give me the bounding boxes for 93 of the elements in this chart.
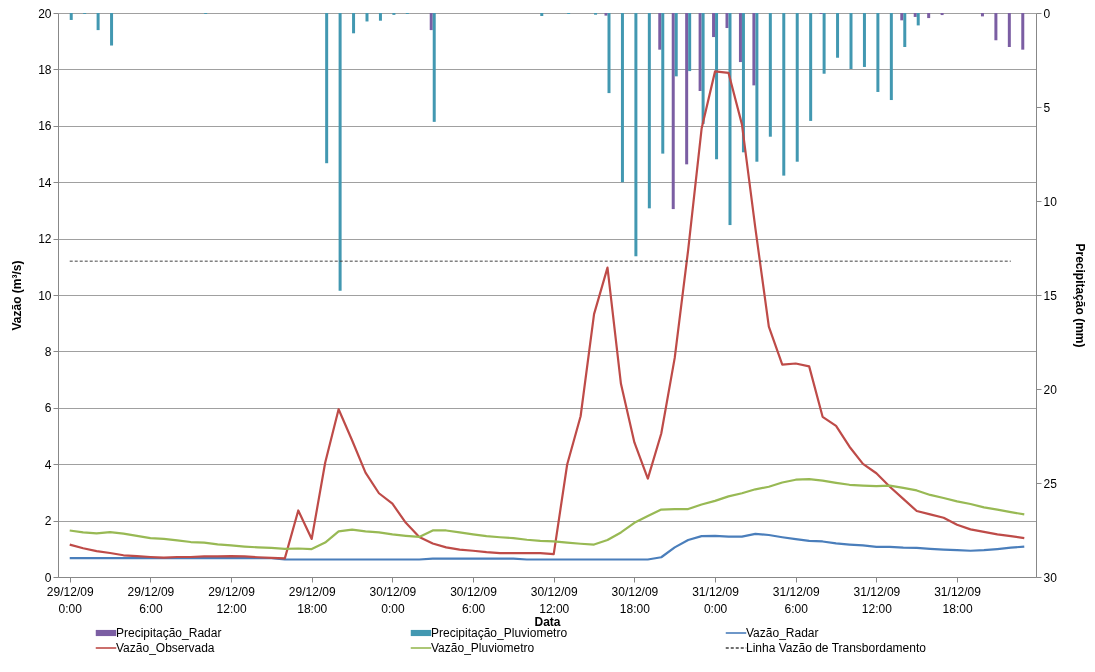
bar [96, 13, 100, 31]
bar [698, 13, 702, 92]
bar [712, 13, 716, 38]
bar [809, 13, 813, 121]
x-tick-label: 31/12/09 12:00 [853, 584, 901, 616]
bar [688, 13, 692, 72]
y-tick-label: 10 [38, 288, 52, 303]
bar [940, 13, 944, 16]
bar [994, 13, 998, 41]
bar [701, 13, 705, 124]
bar [728, 13, 732, 226]
bar [768, 13, 772, 137]
bar [604, 13, 608, 16]
x-tick-label: 30/12/09 18:00 [611, 584, 659, 616]
x-axis-title: Data [534, 614, 561, 629]
bar [378, 13, 382, 21]
bar [661, 13, 665, 154]
bar [540, 13, 544, 17]
x-tick-label: 31/12/09 18:00 [934, 584, 982, 616]
bar [110, 13, 114, 46]
bar [725, 13, 729, 29]
y-tick-label: 6 [44, 401, 52, 416]
line-series [68, 70, 1026, 560]
bar [876, 13, 880, 92]
bar [980, 13, 984, 17]
bar [338, 13, 342, 291]
y-tick-label: 16 [38, 119, 52, 134]
legend-label: Precipitação_Pluviometro [431, 626, 568, 640]
y2-tick-label: 20 [1043, 382, 1058, 397]
x-tick-label: 30/12/09 12:00 [530, 584, 578, 616]
legend-label: Linha Vazão de Transbordamento [746, 641, 927, 655]
y2-tick-label: 25 [1043, 476, 1058, 491]
bar [432, 13, 436, 122]
x-tick-label: 29/12/09 18:00 [288, 584, 336, 616]
y2-tick-label: 10 [1043, 194, 1058, 209]
y-tick-label: 14 [38, 175, 52, 190]
bar [916, 13, 920, 26]
y-tick-label: 12 [38, 232, 52, 247]
bar [738, 13, 742, 63]
x-tick-label: 29/12/09 0:00 [46, 584, 94, 616]
bar [889, 13, 893, 101]
bar [862, 13, 866, 67]
x-tick-label: 30/12/09 0:00 [369, 584, 417, 616]
y2-axis-title: Precipitação (mm) [1072, 243, 1087, 348]
y-tick-label: 20 [38, 6, 52, 21]
x-tick-label: 31/12/09 0:00 [692, 584, 740, 616]
line-series [68, 532, 1026, 561]
legend-label: Vazão_Observada [116, 641, 215, 655]
bar [900, 13, 904, 21]
legend-label: Precipitação_Radar [116, 626, 222, 640]
bar [1007, 13, 1011, 48]
y-axis-title: Vazão (m³/s) [10, 260, 25, 331]
bar [429, 13, 433, 31]
bar [607, 13, 611, 94]
bar [69, 13, 73, 20]
bar [822, 13, 826, 74]
bar [671, 13, 675, 210]
bar [658, 13, 662, 50]
bar [927, 13, 931, 19]
bar [903, 13, 907, 48]
bar [715, 13, 719, 160]
bar [1021, 13, 1025, 50]
x-tick-label: 29/12/09 12:00 [208, 584, 256, 616]
bar [325, 13, 329, 164]
bar [620, 13, 624, 183]
y2-tick-label: 30 [1043, 570, 1058, 585]
bar [913, 13, 917, 17]
bar [782, 13, 786, 176]
y-tick-label: 2 [44, 514, 52, 529]
y-tick-label: 0 [44, 570, 52, 585]
x-tick-label: 31/12/09 6:00 [772, 584, 820, 616]
legend-label: Vazão_Radar [746, 626, 819, 640]
bar [365, 13, 369, 22]
bar [647, 13, 651, 209]
legend-label: Vazão_Pluviometro [431, 641, 535, 655]
bar [634, 13, 638, 257]
x-tick-label: 29/12/09 6:00 [127, 584, 175, 616]
line-series [68, 478, 1026, 551]
bar [795, 13, 799, 162]
y2-tick-label: 5 [1043, 100, 1051, 115]
y-tick-label: 4 [44, 457, 52, 472]
bar [752, 13, 756, 86]
bar [836, 13, 840, 58]
bar [755, 13, 759, 162]
y-tick-label: 8 [44, 344, 52, 359]
x-tick-label: 30/12/09 6:00 [450, 584, 498, 616]
y-tick-label: 18 [38, 62, 52, 77]
bar [352, 13, 356, 34]
y2-tick-label: 0 [1043, 6, 1051, 21]
bar [849, 13, 853, 70]
bar [685, 13, 689, 165]
bar [674, 13, 678, 77]
y2-tick-label: 15 [1043, 288, 1058, 303]
